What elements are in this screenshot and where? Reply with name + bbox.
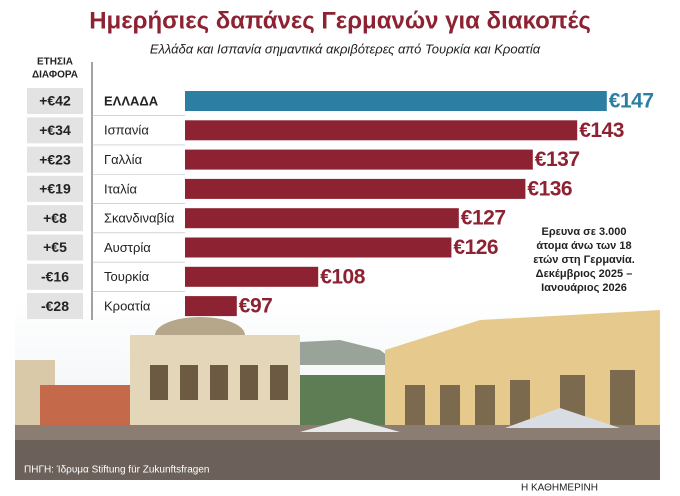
bar <box>185 296 237 317</box>
bar <box>185 178 526 199</box>
category-label: Ισπανία <box>104 123 149 138</box>
difference-cell <box>27 263 83 290</box>
note: ετών στη Γερμανία. <box>533 254 635 266</box>
category-label: Τουρκία <box>104 269 150 284</box>
category-label: Σκανδιναβία <box>104 211 175 226</box>
difference: +€23 <box>39 151 71 167</box>
note: άτομα άνω των 18 <box>536 240 631 252</box>
difference: +€5 <box>43 239 67 255</box>
value-label: €143 <box>579 119 624 142</box>
difference-cell <box>27 205 83 232</box>
category-label: Αυστρία <box>104 240 151 255</box>
difference: +€8 <box>43 210 67 226</box>
difference: -€28 <box>41 298 69 314</box>
difference: +€34 <box>39 122 71 138</box>
value-label: €108 <box>320 265 366 288</box>
chart-subtitle: Ελλάδα και Ισπανία σημαντικά ακριβότερες… <box>150 41 541 56</box>
bar <box>185 91 607 111</box>
difference-cell <box>27 117 83 144</box>
difference-cell <box>27 293 83 320</box>
value-label: €126 <box>453 236 498 259</box>
value-label: €97 <box>239 295 273 318</box>
note: Ερευνα σε 3.000 <box>541 226 626 238</box>
note: Δεκέμβριος 2025 – <box>536 268 633 280</box>
column-header: ΕΤΗΣΙΑ <box>37 57 73 68</box>
category-label: Ιταλία <box>104 181 137 196</box>
difference-cell <box>27 146 83 173</box>
difference-cell <box>27 88 83 114</box>
bar <box>185 237 452 258</box>
category-label: Κροατία <box>104 299 151 314</box>
difference-cell <box>27 234 83 261</box>
difference: +€19 <box>39 181 71 197</box>
note: Ιανουάριος 2026 <box>541 282 627 294</box>
photo <box>15 300 660 480</box>
chart-title: Ημερήσιες δαπάνες Γερμανών για διακοπές <box>89 7 591 34</box>
difference-cell <box>27 175 83 202</box>
column-header: ΔΙΑΦΟΡΑ <box>32 70 78 81</box>
value-label: €136 <box>527 177 572 200</box>
value-label: €147 <box>609 90 654 113</box>
bar <box>185 266 319 287</box>
difference: -€16 <box>41 269 69 285</box>
credit: Η ΚΑΘΗΜΕΡΙΝΗ <box>521 483 598 494</box>
bar <box>185 120 578 141</box>
bar <box>185 149 533 170</box>
difference: +€42 <box>39 93 71 109</box>
bar <box>185 208 459 229</box>
category-label: ΕΛΛΑΔΑ <box>104 93 159 108</box>
category-label: Γαλλία <box>104 152 143 167</box>
value-label: €127 <box>461 207 506 230</box>
source: ΠΗΓΗ: Ίδρυμα Stiftung für Zukunftsfragen <box>24 465 209 476</box>
value-label: €137 <box>535 148 580 171</box>
